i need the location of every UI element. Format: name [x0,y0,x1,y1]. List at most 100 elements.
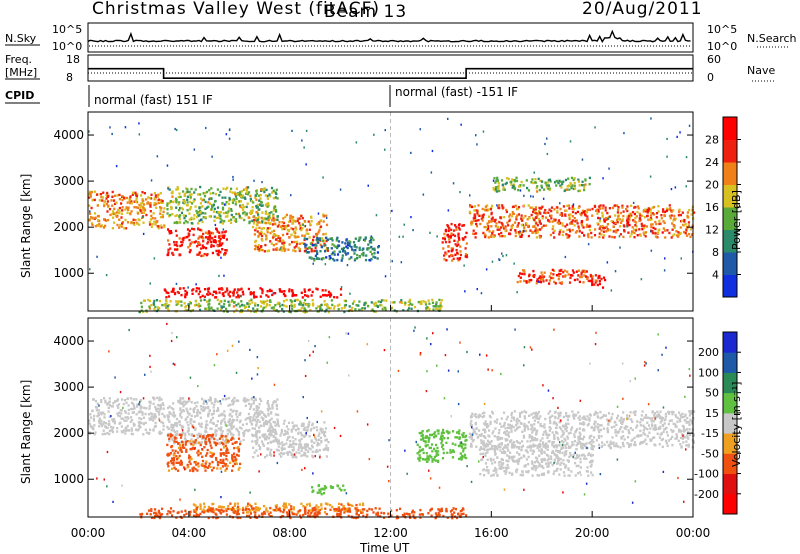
velocity-cell [556,444,559,447]
velocity-cell [226,464,229,468]
velocity-cell [225,438,228,441]
power-cell [207,230,210,233]
velocity-cell [208,409,211,413]
velocity-cell [233,502,237,506]
velocity-cell [324,502,327,505]
power-cell [252,292,255,295]
power-cell [601,207,604,210]
power-cell [655,222,658,226]
velocity-cell [205,423,208,426]
power-cell [172,287,175,291]
power-cell [632,219,635,222]
power-cell [365,254,368,257]
velocity-cell [616,414,620,418]
power-cell [602,230,605,233]
velocity-cell [139,426,142,429]
velocity-cell [420,431,423,434]
power-cell [319,225,323,228]
power-cell [648,218,651,221]
power-cell [109,213,112,217]
power-cell [660,217,663,220]
velocity-cell [273,439,276,442]
velocity-cell [326,448,330,452]
power-cell [212,191,215,195]
power-cell [253,218,256,222]
nsearch-tick-bottom: 10^0 [707,40,737,53]
power-cell [301,227,304,230]
velocity-cell [205,430,208,434]
velocity-cell [152,402,155,405]
power-cell [251,211,254,215]
power-cell [261,289,264,292]
power-cell [587,232,590,236]
power-cell [188,193,191,197]
power-cell [319,250,322,253]
power-cell [578,235,581,238]
power-cell [496,186,499,189]
velocity-cell [275,506,278,509]
power-cell [673,226,676,229]
power-cell [191,227,194,230]
power-cell [475,225,479,228]
power-cell [501,184,504,187]
power-cell [318,229,321,232]
velocity-cell [245,506,248,509]
power-cell [211,155,213,158]
power-cell [384,306,387,310]
velocity-cell [464,446,467,449]
power-cell [178,192,181,195]
power-cell [499,226,502,229]
velocity-cell [171,414,174,417]
velocity-cell [665,441,668,445]
power-cell [654,227,657,231]
power-y-tick-label: 4000 [53,128,84,142]
velocity-cell [435,454,438,458]
velocity-cell [179,408,182,412]
power-cell [452,233,455,236]
velocity-cell [246,417,249,420]
power-cell [331,303,334,307]
power-cell [516,291,518,294]
power-cell [531,206,534,209]
power-cell [371,236,374,240]
velocity-cell [167,461,170,464]
power-cell [169,230,172,233]
power-cell [111,190,114,194]
power-cell [588,176,591,180]
power-cell [173,240,176,244]
power-cell [273,229,276,233]
power-cell [346,264,349,267]
velocity-cell [660,419,663,422]
power-cell [651,230,654,233]
power-cell [425,307,428,310]
velocity-cell [266,402,269,405]
power-cell [272,217,275,220]
power-cell [553,280,556,284]
power-cell [688,124,691,127]
power-cell [669,207,672,210]
power-cell [579,212,582,216]
velocity-cell [181,440,184,443]
velocity-cell [565,412,568,415]
velocity-cell [101,424,104,428]
velocity-cell [470,433,473,436]
power-cell [293,240,296,244]
power-cell [270,186,274,190]
power-cell [106,210,109,213]
velocity-cell [261,411,264,414]
velocity-cell [237,505,240,508]
velocity-cell [274,413,277,416]
power-cell [374,301,377,304]
power-cell [130,221,133,224]
power-cell [95,193,99,196]
power-cell [183,221,186,225]
power-cell [195,287,198,290]
power-cell [140,301,143,305]
velocity-cell [200,425,203,429]
velocity-cell [172,461,175,464]
velocity-cell [562,415,565,419]
power-cell [573,181,576,185]
power-cell [229,190,232,193]
velocity-cell [216,467,219,470]
